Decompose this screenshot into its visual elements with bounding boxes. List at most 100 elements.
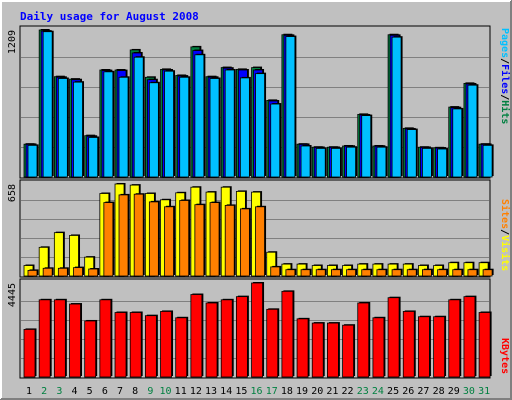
x-tick-label: 18: [281, 386, 293, 397]
bar-sites-day-24: [376, 269, 387, 277]
bar-pages-day-13: [209, 78, 220, 178]
bar-pages-day-3: [57, 78, 68, 178]
bar-kbytes-day-29: [448, 299, 461, 378]
bar-kbytes-day-21: [326, 322, 339, 378]
bar-kbytes-day-12: [190, 294, 203, 378]
bar-pages-day-11: [179, 76, 190, 178]
legend-pages: Pages: [499, 28, 510, 58]
x-tick-label: 31: [478, 386, 490, 397]
x-tick-label: 10: [160, 386, 172, 397]
x-tick-label: 4: [71, 386, 77, 397]
bar-kbytes-day-16: [251, 282, 263, 378]
x-tick-label: 22: [342, 386, 354, 397]
bar-kbytes-day-30: [463, 296, 476, 378]
bar-sites-day-13: [209, 202, 220, 277]
bar-sites-day-23: [361, 269, 372, 277]
x-tick-label: 9: [147, 386, 153, 397]
x-tick-label: 24: [372, 386, 384, 397]
bar-kbytes-day-20: [311, 322, 324, 378]
x-tick-label: 28: [433, 386, 445, 397]
bar-kbytes-day-31: [478, 312, 491, 378]
x-tick-label: 25: [387, 386, 399, 397]
bar-pages-day-8: [133, 56, 144, 178]
panel-hits-files-pages: 1209 Pages/Files/Hits: [7, 25, 511, 179]
bar-kbytes-day-23: [357, 302, 370, 378]
legend-sites: Sites: [499, 199, 511, 229]
legend-files: Files: [499, 64, 511, 94]
bar-pages-day-10: [164, 70, 174, 178]
x-tick-label: 2: [41, 386, 47, 397]
x-tick-label: 20: [311, 386, 323, 397]
bar-sites-day-31: [482, 269, 493, 277]
bar-pages-day-27: [422, 148, 432, 178]
x-tick-label: 5: [87, 386, 93, 397]
bar-pages-day-14: [224, 69, 235, 178]
bar-sites-day-18: [285, 269, 296, 277]
bar-kbytes-day-24: [372, 317, 385, 378]
bar-sites-day-5: [88, 268, 99, 277]
bar-pages-day-9: [148, 82, 159, 178]
bar-sites-day-29: [452, 269, 463, 277]
bar-kbytes-day-28: [433, 316, 445, 378]
bar-sites-day-21: [330, 269, 341, 277]
bar-sites-day-1: [27, 270, 38, 277]
bar-pages-day-30: [467, 84, 478, 178]
bar-kbytes-day-13: [205, 302, 218, 378]
bar-sites-day-8: [133, 193, 144, 277]
bar-pages-day-20: [315, 148, 326, 178]
bar-sites-day-20: [315, 269, 326, 277]
bar-pages-day-31: [482, 144, 493, 178]
bar-sites-day-27: [422, 269, 432, 277]
x-tick-label: 3: [56, 386, 62, 397]
bar-sites-day-12: [194, 204, 205, 277]
legend-visits: Visits: [499, 235, 511, 271]
panel-visits-sites: 658 Sites/Visits: [7, 179, 511, 278]
bar-sites-day-19: [300, 269, 311, 277]
bar-pages-day-25: [391, 36, 402, 178]
bar-sites-day-25: [391, 269, 402, 277]
bar-kbytes-day-22: [342, 324, 354, 378]
x-tick-label: 15: [235, 386, 247, 397]
bar-pages-day-2: [42, 31, 53, 178]
bar-sites-day-6: [103, 202, 114, 277]
legend-visits-sites: Sites/Visits: [499, 199, 511, 271]
bar-kbytes-day-6: [99, 299, 112, 378]
x-tick-label: 13: [205, 386, 217, 397]
bar-kbytes-day-18: [281, 290, 294, 378]
max-label-kbytes: 4445: [7, 283, 18, 307]
bar-kbytes-day-26: [402, 311, 415, 378]
bar-pages-day-28: [437, 148, 447, 178]
panel-bars: [23, 29, 494, 178]
bar-sites-day-3: [57, 267, 68, 277]
x-tick-label: 12: [190, 386, 202, 397]
x-tick-label: 11: [175, 386, 187, 397]
bar-sites-day-28: [437, 269, 447, 277]
bar-kbytes-day-14: [220, 299, 233, 378]
x-tick-label: 6: [102, 386, 108, 397]
bar-pages-day-29: [452, 108, 463, 178]
bar-pages-day-16: [255, 73, 265, 178]
bar-pages-day-1: [27, 144, 38, 178]
legend-hits: Hits: [499, 100, 511, 124]
x-tick-label: 27: [417, 386, 429, 397]
bar-kbytes-day-2: [38, 299, 51, 378]
x-tick-label: 26: [402, 386, 414, 397]
bar-pages-day-19: [300, 145, 311, 178]
bar-kbytes-day-25: [387, 297, 400, 378]
bar-sites-day-17: [270, 266, 281, 277]
bar-sites-day-9: [148, 201, 159, 277]
bar-sites-day-2: [42, 267, 53, 277]
bar-sites-day-22: [346, 269, 356, 277]
bar-kbytes-day-9: [144, 315, 157, 378]
bar-pages-day-21: [330, 148, 341, 178]
panel-bars: [23, 183, 494, 277]
bar-sites-day-10: [164, 206, 174, 277]
bar-kbytes-day-19: [296, 318, 309, 378]
bar-sites-day-11: [179, 200, 190, 277]
bar-kbytes-day-15: [235, 296, 248, 378]
x-tick-label: 1: [26, 386, 32, 397]
bar-pages-day-12: [194, 54, 205, 178]
bar-pages-day-15: [239, 77, 250, 178]
bar-kbytes-day-11: [175, 317, 188, 378]
